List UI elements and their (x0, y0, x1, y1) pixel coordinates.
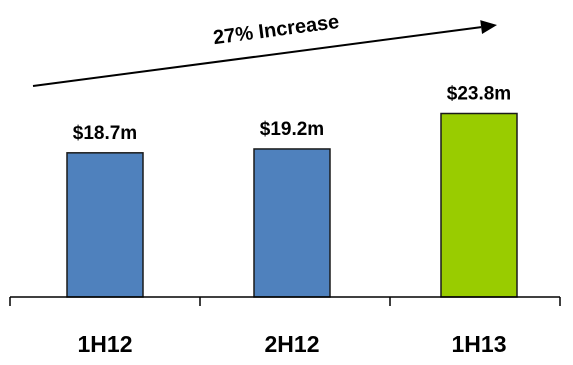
increase-annotation: 27% Increase (32, 11, 497, 87)
bars-layer (66, 112, 518, 298)
x-axis: 1H12 2H12 1H13 (9, 296, 561, 357)
data-labels-layer: $18.7m $19.2m $23.8m (73, 84, 511, 144)
data-label-1h12: $18.7m (73, 123, 137, 144)
category-label-1h13: 1H13 (452, 331, 507, 357)
increase-arrow-line (32, 26, 482, 87)
data-label-2h12: $19.2m (260, 119, 324, 140)
bar-2h12 (253, 148, 331, 298)
category-label-1h12: 1H12 (78, 331, 133, 357)
category-label-2h12: 2H12 (265, 331, 320, 357)
data-label-1h13: $23.8m (447, 84, 511, 105)
bar-1h13 (440, 112, 518, 298)
increase-annotation-text: 27% Increase (212, 11, 341, 49)
increase-arrow-head (480, 20, 497, 35)
bar-1h12 (66, 152, 144, 298)
